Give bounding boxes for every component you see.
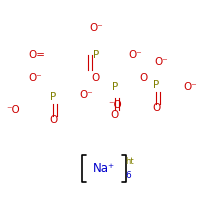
Text: O: O [140,73,148,83]
Text: O: O [49,115,58,125]
Text: O⁻: O⁻ [183,82,197,92]
Text: Na⁺: Na⁺ [93,162,115,174]
Text: O: O [152,103,160,113]
Text: O⁻: O⁻ [154,57,168,67]
Text: O⁻: O⁻ [129,50,142,60]
Text: P: P [50,92,57,102]
Text: P: P [93,50,99,60]
Text: ⁻O: ⁻O [6,105,20,115]
Text: 6: 6 [126,170,131,180]
Text: O: O [92,73,100,83]
Text: P: P [153,80,159,90]
Text: O⁻: O⁻ [89,23,103,33]
Text: O: O [111,110,119,120]
Text: O⁻: O⁻ [29,73,43,83]
Text: O⁻: O⁻ [79,90,93,100]
Text: ⁻O: ⁻O [108,100,122,110]
Text: O=: O= [29,50,46,60]
Text: P: P [112,82,118,92]
Text: ht: ht [126,156,134,166]
